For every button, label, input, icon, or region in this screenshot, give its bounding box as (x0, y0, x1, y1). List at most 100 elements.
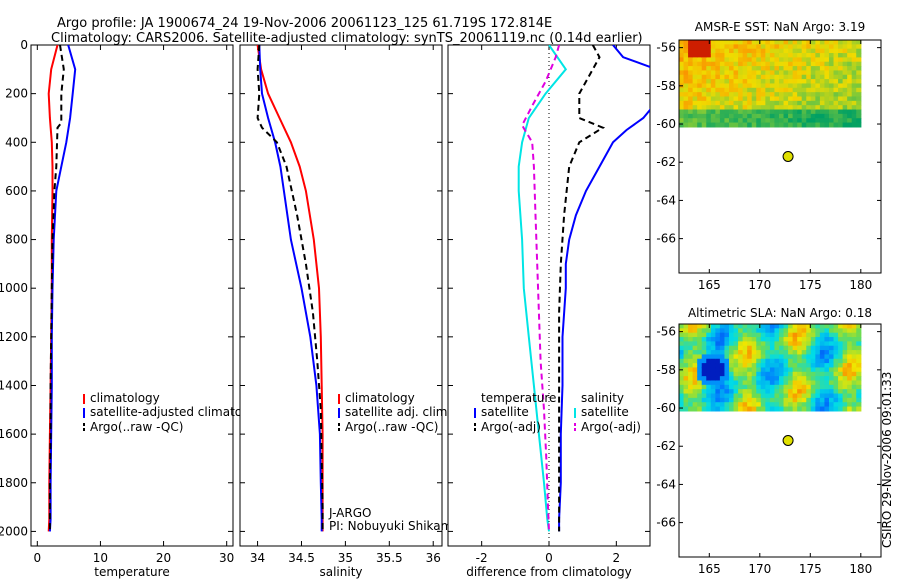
heatmap-cell (797, 350, 803, 356)
heatmap-cell (747, 105, 753, 111)
heatmap-cell (679, 87, 685, 93)
series-group (47, 45, 77, 532)
heatmap-cell (765, 345, 771, 351)
heatmap-cell (751, 393, 757, 399)
heatmap-cell (756, 328, 762, 334)
heatmap-cell (769, 363, 776, 369)
heatmap-cell (851, 389, 857, 395)
salinity-panel: 34 34.5 35 35.5 36salinityclimatologysatelli… (239, 44, 460, 579)
heatmap-cell (760, 118, 766, 124)
heatmap-cell (774, 363, 780, 369)
heatmap-cell (801, 61, 807, 67)
heatmap-cell (747, 83, 753, 89)
heatmap-cell (856, 354, 862, 360)
heatmap-cell (706, 74, 712, 80)
heatmap-cell (751, 70, 757, 76)
heatmap-cell (738, 66, 744, 72)
heatmap-cell (774, 337, 780, 342)
heatmap-cell (792, 402, 798, 408)
heatmap-cell (760, 100, 766, 106)
heatmap-cell (851, 345, 857, 351)
heatmap-cell (760, 350, 766, 356)
y-tick-label: -56 (656, 41, 676, 55)
heatmap-cell (810, 57, 816, 63)
heatmap-cell (760, 44, 766, 50)
heatmap-cell (701, 122, 707, 128)
heatmap-cell (710, 66, 716, 72)
heatmap-cell (710, 380, 716, 386)
heatmap-cell (733, 100, 739, 106)
heatmap-cell (692, 389, 698, 395)
heatmap-cell (783, 48, 789, 54)
heatmap-cell (760, 393, 766, 399)
heatmap-cell (815, 48, 821, 54)
heatmap-cell (824, 113, 830, 119)
y-tick-label: 1200 (0, 330, 28, 344)
heatmap-cell (683, 389, 689, 395)
heatmap-cell (792, 105, 798, 111)
heatmap-cell (815, 341, 821, 347)
heatmap-cell (747, 393, 753, 399)
heatmap-cell (833, 328, 839, 334)
heatmap-cell (824, 48, 830, 54)
heatmap-cell (706, 363, 712, 369)
heatmap-cell (756, 376, 762, 382)
heatmap-cell (797, 363, 803, 369)
heatmap-cell (751, 53, 757, 58)
heatmap-cell (724, 109, 730, 115)
x-tick-label: 175 (799, 562, 822, 576)
heatmap-cell (715, 397, 721, 403)
heatmap-cell (819, 53, 826, 58)
heatmap-cell (756, 53, 762, 58)
heatmap-cell (701, 83, 707, 89)
heatmap-cell (692, 61, 698, 67)
heatmap-cell (788, 363, 794, 369)
heatmap-cell (765, 332, 771, 338)
heatmap-cell (778, 358, 785, 364)
heatmap-cell (688, 79, 694, 85)
heatmap-cell (788, 118, 794, 124)
heatmap-cell (856, 371, 862, 377)
heatmap-cell (765, 100, 771, 106)
heatmap-cell (751, 341, 757, 347)
heatmap-cell (810, 397, 816, 403)
heatmap-cell (819, 66, 826, 72)
heatmap-cell (679, 113, 685, 119)
y-tick-label: 1000 (0, 281, 28, 295)
heatmap-cell (724, 100, 730, 106)
heatmap-cell (824, 350, 830, 356)
heatmap-cell (815, 70, 821, 76)
heatmap-cell (788, 345, 794, 351)
heatmap-cell (706, 83, 712, 89)
heatmap-cell (851, 57, 857, 63)
heatmap-cell (679, 393, 685, 399)
heatmap-cell (819, 57, 826, 63)
heatmap-cell (856, 53, 862, 58)
heatmap-cell (719, 389, 726, 395)
heatmap-cell (788, 48, 794, 54)
heatmap-cell (751, 105, 757, 111)
heatmap-cell (724, 118, 730, 124)
heatmap-cell (697, 92, 703, 98)
heatmap-cell (742, 83, 748, 89)
heatmap-cell (733, 92, 739, 98)
heatmap-cell (783, 324, 789, 329)
heatmap-cell (833, 109, 839, 115)
heatmap-cell (833, 44, 839, 50)
heatmap-cell (833, 113, 839, 119)
heatmap-cell (847, 384, 853, 390)
heatmap-cell (801, 122, 807, 128)
heatmap-cell (747, 122, 753, 128)
heatmap-cell (683, 332, 689, 338)
series-line (520, 45, 561, 532)
heatmap-cell (819, 328, 826, 334)
heatmap-cell (774, 92, 780, 98)
heatmap-cell (692, 87, 698, 93)
heatmap-cell (833, 363, 839, 369)
heatmap-cell (697, 113, 703, 119)
heatmap-cell (810, 70, 816, 76)
heatmap-cell (697, 48, 703, 54)
heatmap-cell (833, 96, 839, 102)
heatmap-cell (729, 44, 735, 50)
heatmap-cell (828, 100, 835, 106)
